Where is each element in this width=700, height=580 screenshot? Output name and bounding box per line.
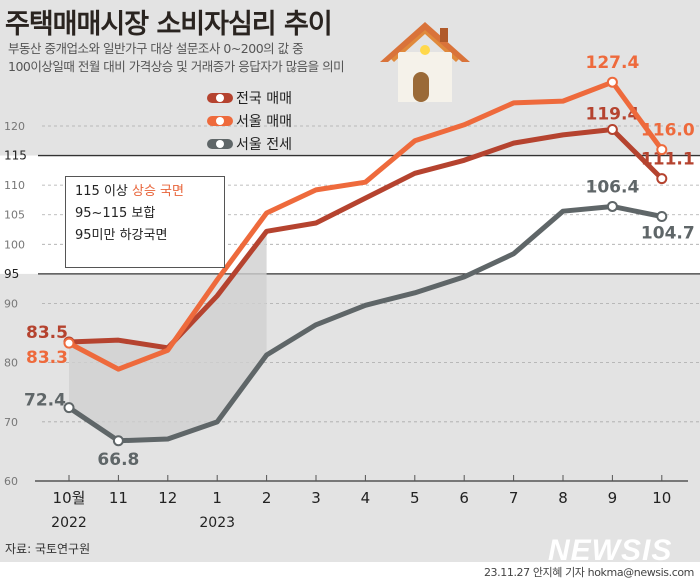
data-label: 104.7 [641, 224, 695, 244]
y-tick-label: 110 [4, 179, 25, 192]
data-label: 111.1 [641, 150, 695, 170]
data-point [606, 76, 618, 88]
x-tick-label: 7 [509, 489, 519, 507]
source: 자료: 국토연구원 [5, 542, 91, 556]
legend-swatch [207, 139, 233, 149]
data-point [606, 124, 618, 136]
subtitle-line-1: 부동산 중개업소와 일반가구 대상 설문조사 0~200의 값 중 [8, 41, 304, 56]
gap-shading [69, 231, 267, 441]
data-point [63, 402, 75, 414]
y-tick-label: 70 [4, 416, 18, 429]
data-label: 72.4 [24, 391, 66, 411]
data-label: 119.4 [586, 105, 640, 125]
y-tick-label: 120 [4, 120, 25, 133]
note-line-3: 95미만 하강국면 [75, 228, 168, 243]
data-label: 66.8 [97, 450, 139, 470]
y-tick-label: 100 [4, 238, 25, 251]
credit: 23.11.27 안지혜 기자 hokma@newsis.com [483, 566, 694, 579]
data-label: 83.3 [26, 348, 68, 368]
note-line-2: 95~115 보합 [75, 206, 156, 221]
data-label: 106.4 [586, 177, 640, 197]
legend-swatch [207, 116, 233, 126]
data-point [63, 337, 75, 349]
data-point [656, 144, 668, 156]
data-point [112, 435, 124, 447]
data-point [656, 211, 668, 223]
x-tick-label: 5 [410, 489, 420, 507]
house-icon [380, 22, 470, 102]
y-tick-label: 115 [4, 149, 27, 163]
series-line-1 [67, 79, 664, 372]
x-tick-label: 11 [109, 489, 128, 507]
subtitle-line-2: 100이상일때 전월 대비 가격상승 및 거래증가 응답자가 많음을 의미 [8, 59, 345, 74]
legend-label: 서울 매매 [236, 114, 292, 130]
x-tick-label: 10 [652, 489, 671, 507]
x-tick-label: 10월 [53, 489, 86, 507]
y-tick-label: 105 [4, 209, 25, 222]
legend-item-national: 전국 매매 [207, 88, 292, 108]
year-label: 2023 [199, 515, 235, 531]
legend-item-seoul-sale: 서울 매매 [207, 111, 292, 131]
x-tick-label: 2 [262, 489, 272, 507]
legend-item-seoul-jeonse: 서울 전세 [207, 134, 292, 154]
x-tick-label: 9 [608, 489, 618, 507]
x-tick-label: 3 [311, 489, 321, 507]
x-tick-label: 8 [558, 489, 568, 507]
y-tick-label: 80 [4, 357, 18, 370]
x-tick-label: 12 [158, 489, 177, 507]
x-tick-label: 1 [212, 489, 222, 507]
phase-note-box: 115 이상 상승 국면 95~115 보합 95미만 하강국면 [65, 176, 225, 268]
data-label: 83.5 [26, 323, 68, 343]
data-label: 127.4 [586, 53, 640, 73]
legend-swatch [207, 93, 233, 103]
newsis-logo: NEWSIS [548, 534, 673, 567]
note-line-1: 115 이상 [75, 184, 132, 199]
data-point [656, 173, 668, 185]
year-label: 2022 [51, 515, 87, 531]
data-point [606, 200, 618, 212]
y-tick-label: 90 [4, 297, 18, 310]
note-highlight: 상승 국면 [132, 184, 184, 199]
legend-label: 서울 전세 [236, 137, 292, 153]
y-tick-label: 95 [4, 267, 19, 281]
x-tick-label: 6 [459, 489, 469, 507]
data-label: 116.0 [641, 121, 695, 141]
series-line-2 [67, 203, 663, 444]
y-tick-label: 60 [4, 475, 18, 488]
x-tick-label: 4 [361, 489, 371, 507]
chart-title: 주택매매시장 소비자심리 추이 [5, 9, 333, 40]
legend-label: 전국 매매 [236, 91, 292, 107]
